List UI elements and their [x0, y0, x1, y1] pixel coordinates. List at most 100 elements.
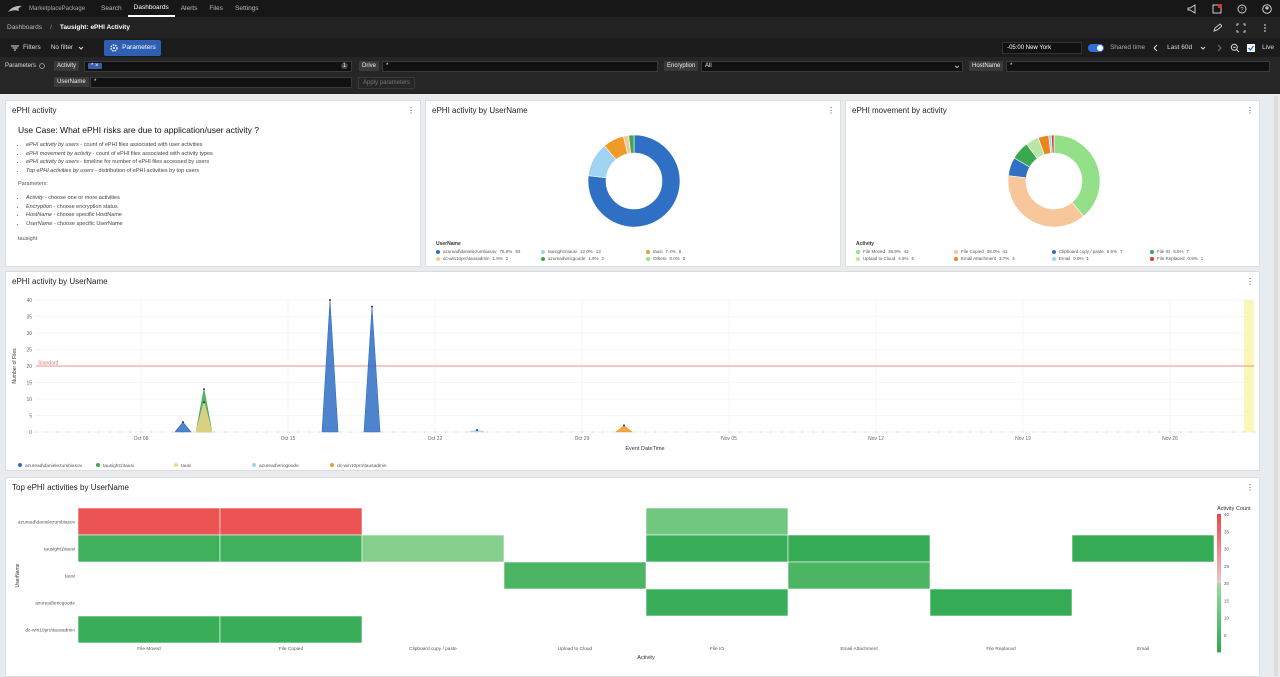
- nav-files[interactable]: Files: [209, 5, 224, 12]
- info-icon: [39, 63, 45, 69]
- color-scale-step: [1217, 586, 1221, 591]
- baseline-marker: [308, 431, 310, 433]
- heatmap-cell: [77, 534, 221, 563]
- filter-icon: [11, 45, 19, 50]
- chevron-right-icon[interactable]: [1214, 43, 1224, 53]
- baseline-marker: [1200, 431, 1203, 433]
- heatmap-cell: [787, 534, 931, 563]
- nav-search[interactable]: Search: [101, 5, 122, 12]
- panel-menu-icon[interactable]: ⋮: [1246, 277, 1254, 286]
- nav-dashboards[interactable]: Dashboards: [127, 0, 175, 17]
- x-tick-label: File Replaced: [986, 646, 1016, 652]
- legend-label: File Copied: [961, 249, 984, 254]
- filters-button[interactable]: Filters: [10, 43, 41, 53]
- activity-chip[interactable]: * ×: [88, 63, 102, 69]
- baseline-marker: [45, 431, 48, 433]
- live-checkbox-icon[interactable]: [1246, 43, 1256, 53]
- encryption-label: Encryption: [664, 61, 699, 71]
- x-tick-label: Nov 12: [868, 436, 884, 442]
- baseline-marker: [1095, 431, 1098, 433]
- donut-slice: [1007, 175, 1084, 228]
- legend-count: 1: [1086, 256, 1090, 261]
- apply-parameters-button[interactable]: Apply parameters: [358, 77, 416, 89]
- drive-field[interactable]: *: [382, 61, 658, 72]
- time-range-select[interactable]: Last 60d: [1167, 44, 1193, 51]
- x-tick-label: Oct 08: [134, 436, 149, 442]
- fullscreen-icon[interactable]: [1236, 23, 1246, 33]
- user-avatar-icon[interactable]: [1262, 3, 1272, 14]
- hostname-field[interactable]: *: [1006, 61, 1270, 72]
- legend-percent: 4.6%: [898, 256, 909, 261]
- zoom-out-icon[interactable]: [1230, 43, 1240, 53]
- color-scale-step: [1217, 520, 1221, 525]
- help-icon[interactable]: ?: [1237, 4, 1247, 14]
- breadcrumb-dashboards[interactable]: Dashboards: [7, 24, 43, 31]
- activity-donut-panel: ePHI movement by activity ⋮ Activity Fil…: [845, 100, 1260, 267]
- baseline-marker: [213, 431, 216, 433]
- legend-swatch: [18, 463, 22, 467]
- baseline-marker: [77, 431, 79, 433]
- x-tick-label: Email: [1137, 646, 1149, 652]
- color-scale-step: [1217, 565, 1221, 570]
- legend-count: 0: [682, 256, 686, 261]
- heatmap-cell: [361, 534, 505, 563]
- nav-alerts[interactable]: Alerts: [180, 5, 198, 12]
- notifications-icon[interactable]: [1212, 3, 1222, 14]
- color-scale-step: [1217, 641, 1221, 646]
- baseline-marker: [276, 431, 279, 433]
- legend-label: dc-win10pro\tausadmin: [443, 256, 490, 261]
- panel-menu-icon[interactable]: ⋮: [407, 106, 415, 115]
- activity-field[interactable]: * × 1: [84, 61, 352, 72]
- color-scale-step: [1217, 541, 1221, 546]
- baseline-marker: [35, 431, 37, 433]
- megaphone-icon[interactable]: [1187, 3, 1197, 14]
- timezone-select[interactable]: -05:00 New York: [1002, 41, 1083, 54]
- heatmap-cell: [787, 561, 931, 590]
- baseline-marker: [728, 431, 730, 433]
- legend-item: Others 0.0% 0: [646, 256, 751, 261]
- y-tick-label: azuread\danielezumbiasov: [18, 520, 76, 526]
- legend-label: tausight1\tausi: [103, 463, 134, 469]
- legend-percent: 76.9%: [499, 249, 513, 254]
- baseline-marker: [633, 431, 636, 433]
- legend-items: File Moved 38.9% 42 File Copied 38.0% 41 Clipb…: [856, 249, 1248, 261]
- page-scrollbar[interactable]: [1274, 96, 1278, 676]
- parameters-button[interactable]: Parameters: [104, 39, 161, 56]
- activity-donut-chart: [1007, 134, 1101, 228]
- y-axis-title: Number of Files: [12, 348, 18, 384]
- legend-item: azuread\danielezumbiasov 76.9% 83: [436, 249, 541, 254]
- legend-swatch: [330, 463, 334, 467]
- baseline-marker: [1116, 431, 1119, 433]
- activity-donut-legend: Activity File Moved 38.9% 42 File Copied 38.…: [856, 241, 1248, 261]
- legend-swatch: [646, 256, 650, 261]
- baseline-marker: [234, 431, 237, 433]
- list-item: Encryption - choose encryption status: [26, 203, 123, 212]
- shared-time-toggle[interactable]: [1088, 43, 1105, 52]
- baseline-marker: [665, 431, 667, 433]
- panel-menu-icon[interactable]: ⋮: [1246, 483, 1254, 492]
- y-tick-label: 0: [29, 430, 32, 436]
- filter-dropdown[interactable]: No filter: [51, 43, 86, 53]
- baseline-marker: [108, 431, 111, 433]
- area-peak: [363, 306, 381, 433]
- chevron-left-icon[interactable]: [1151, 43, 1161, 53]
- panel-menu-icon[interactable]: ⋮: [1246, 106, 1254, 115]
- y-tick-label: tausi: [65, 574, 75, 580]
- baseline-marker: [381, 431, 384, 433]
- baseline-marker: [1148, 431, 1150, 433]
- baseline-marker: [717, 431, 720, 433]
- baseline-marker: [350, 431, 352, 433]
- encryption-select[interactable]: All: [701, 61, 963, 72]
- panel-menu-icon[interactable]: ⋮: [827, 106, 835, 115]
- baseline-marker: [360, 431, 363, 433]
- username-field[interactable]: *: [90, 77, 352, 88]
- legend-items: azuread\danielezumbiasov 76.9% 83 tausight1…: [436, 249, 751, 261]
- baseline-marker: [707, 431, 709, 433]
- edit-icon[interactable]: [1212, 22, 1222, 33]
- breadcrumb-separator: /: [50, 24, 52, 31]
- more-icon[interactable]: [1260, 23, 1270, 33]
- nav-settings[interactable]: Settings: [235, 5, 259, 12]
- x-tick-label: Nov 19: [1015, 436, 1031, 442]
- baseline-marker: [119, 431, 121, 433]
- description-list: ePHI activity by users - count of ePHI f…: [26, 141, 213, 175]
